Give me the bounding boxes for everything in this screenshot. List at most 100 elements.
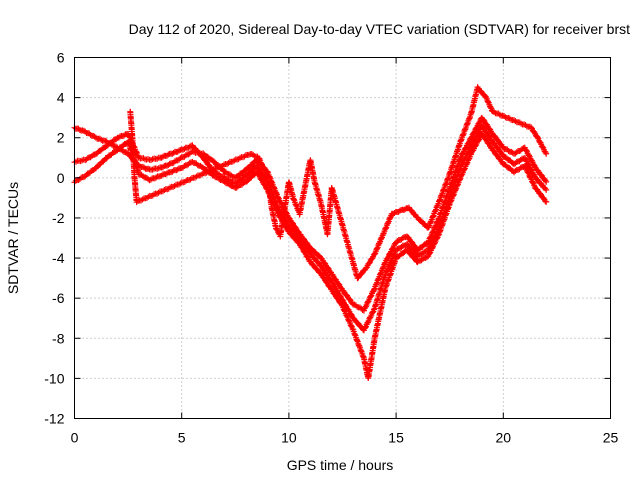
x-tick-label: 15	[388, 430, 404, 446]
data-point	[159, 153, 166, 160]
data-point	[371, 250, 378, 257]
series-sat-d	[127, 84, 550, 282]
data-point	[465, 140, 472, 147]
data-point	[226, 182, 233, 189]
data-point	[228, 172, 235, 179]
y-tick-label: -12	[44, 411, 64, 427]
data-point	[341, 307, 348, 314]
data-point	[87, 131, 94, 138]
data-point	[296, 234, 303, 241]
data-point	[414, 259, 421, 266]
data-point	[399, 234, 406, 241]
data-point	[467, 144, 474, 151]
data-point	[479, 131, 486, 138]
data-point	[298, 244, 305, 251]
data-point	[543, 150, 550, 157]
data-point	[468, 134, 475, 141]
data-point	[370, 306, 377, 313]
y-tick-label: -10	[44, 370, 64, 386]
series-sat-b	[71, 123, 550, 334]
data-point	[72, 177, 79, 184]
y-tick-label: -6	[52, 290, 65, 306]
data-point	[475, 137, 482, 144]
data-point	[476, 120, 483, 127]
data-point	[362, 324, 369, 331]
data-point	[496, 111, 503, 118]
data-point	[528, 124, 535, 131]
data-point	[525, 169, 532, 176]
data-point	[396, 207, 403, 214]
data-point	[529, 179, 536, 186]
data-point	[260, 166, 267, 173]
data-point	[391, 210, 398, 217]
data-point	[323, 279, 330, 286]
data-point	[155, 189, 162, 196]
data-point	[340, 287, 347, 294]
x-tick-label: 5	[178, 430, 186, 446]
axis-ticks	[74, 57, 611, 419]
data-point	[513, 149, 520, 156]
data-point	[348, 323, 355, 330]
data-point	[470, 138, 477, 145]
y-tick-label: 4	[57, 90, 65, 106]
data-point	[147, 176, 154, 183]
data-point	[497, 148, 504, 155]
data-point	[366, 260, 373, 267]
data-point	[485, 98, 492, 105]
data-point	[411, 243, 418, 250]
data-point	[161, 187, 168, 194]
data-point	[318, 262, 325, 269]
data-point	[369, 309, 376, 316]
data-point	[480, 116, 487, 123]
data-point	[189, 158, 196, 165]
data-point	[182, 152, 189, 159]
data-point	[153, 174, 160, 181]
data-point	[543, 178, 550, 185]
data-point	[186, 143, 193, 150]
data-point	[170, 149, 177, 156]
x-tick-label: 20	[496, 430, 512, 446]
data-point	[364, 319, 371, 326]
data-point	[231, 157, 238, 164]
y-tick-label: -4	[52, 250, 65, 266]
data-point	[378, 235, 385, 242]
plot-frame	[74, 57, 611, 419]
y-tick-label: 2	[57, 130, 65, 146]
data-point	[141, 164, 148, 171]
data-point	[519, 145, 526, 152]
grid	[74, 57, 611, 419]
data-point	[343, 312, 350, 319]
data-point	[165, 151, 172, 158]
data-point	[194, 162, 201, 169]
x-tick-label: 0	[71, 430, 79, 446]
data-point	[176, 147, 183, 154]
data-point	[314, 266, 321, 273]
data-point	[193, 173, 200, 180]
data-point	[334, 295, 341, 302]
chart-title: Day 112 of 2020, Sidereal Day-to-day VTE…	[129, 21, 630, 37]
data-point	[367, 293, 374, 300]
y-tick-label: -8	[52, 330, 65, 346]
data-point	[370, 288, 377, 295]
data-point	[177, 180, 184, 187]
data-point	[380, 230, 387, 237]
x-tick-label: 25	[603, 430, 619, 446]
data-point	[177, 155, 184, 162]
data-point	[487, 104, 494, 111]
x-tick-label: 10	[281, 430, 297, 446]
data-point	[543, 198, 550, 205]
data-point	[98, 136, 105, 143]
data-point	[181, 162, 188, 169]
data-point	[174, 166, 181, 173]
data-point	[435, 232, 442, 239]
data-point	[394, 238, 401, 245]
y-tick-labels: -12 -10 -8 -6 -4 -2 0 2 4 6	[44, 50, 64, 427]
data-point	[512, 167, 519, 174]
data-point	[163, 170, 170, 177]
data-point	[542, 198, 549, 205]
data-point	[419, 255, 426, 262]
data-point	[427, 234, 434, 241]
data-point	[181, 145, 188, 152]
data-point	[505, 148, 512, 155]
